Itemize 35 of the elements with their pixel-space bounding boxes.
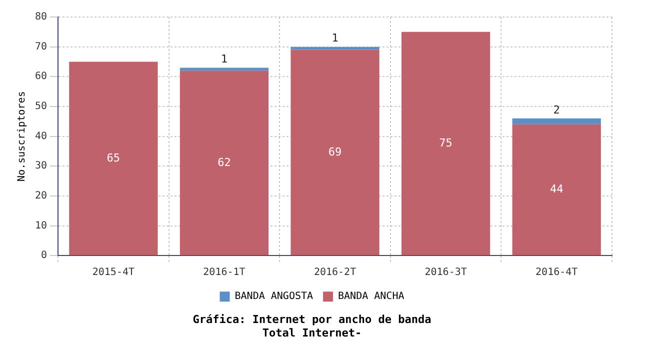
data-label: 2 bbox=[553, 103, 560, 116]
x-tick-label: 2016-3T bbox=[424, 267, 467, 278]
x-tick-label: 2016-2T bbox=[314, 267, 356, 278]
bar bbox=[512, 118, 601, 124]
bar bbox=[290, 46, 380, 50]
legend-label: BANDA ANGOSTA bbox=[234, 291, 314, 302]
bar bbox=[512, 124, 601, 256]
y-tick-label: 80 bbox=[34, 12, 48, 23]
data-label: 69 bbox=[328, 145, 342, 158]
bar bbox=[180, 70, 269, 256]
y-tick-label: 40 bbox=[34, 130, 48, 142]
y-tick-label: 50 bbox=[34, 101, 48, 112]
bar bbox=[401, 32, 490, 256]
text: Gráfica: Internet por ancho de banda bbox=[192, 313, 432, 326]
y-tick-label: 30 bbox=[34, 160, 48, 172]
bar bbox=[180, 68, 269, 71]
y-tick-label: 0 bbox=[41, 250, 48, 262]
y-tick-label: 10 bbox=[34, 220, 48, 232]
y-tick-label: 70 bbox=[34, 41, 48, 52]
y-tick-label: 60 bbox=[34, 71, 48, 82]
data-label: 65 bbox=[106, 151, 120, 164]
text: Total Internet- bbox=[262, 326, 362, 340]
y-tick-label: 20 bbox=[34, 190, 48, 202]
data-label: 75 bbox=[439, 136, 452, 150]
data-label: 62 bbox=[218, 156, 231, 169]
legend-label: BANDA ANCHA bbox=[338, 291, 404, 302]
bar bbox=[290, 50, 380, 256]
x-tick-label: 2015-4T bbox=[92, 267, 135, 278]
x-tick-label: 2016-1T bbox=[203, 267, 246, 278]
x-tick-label: 2016-4T bbox=[536, 267, 578, 278]
y-axis-title: No.suscriptores bbox=[16, 91, 28, 182]
data-label: 1 bbox=[220, 52, 228, 66]
data-label: 1 bbox=[332, 32, 338, 45]
bar bbox=[69, 62, 158, 256]
data-label: 44 bbox=[550, 182, 564, 196]
